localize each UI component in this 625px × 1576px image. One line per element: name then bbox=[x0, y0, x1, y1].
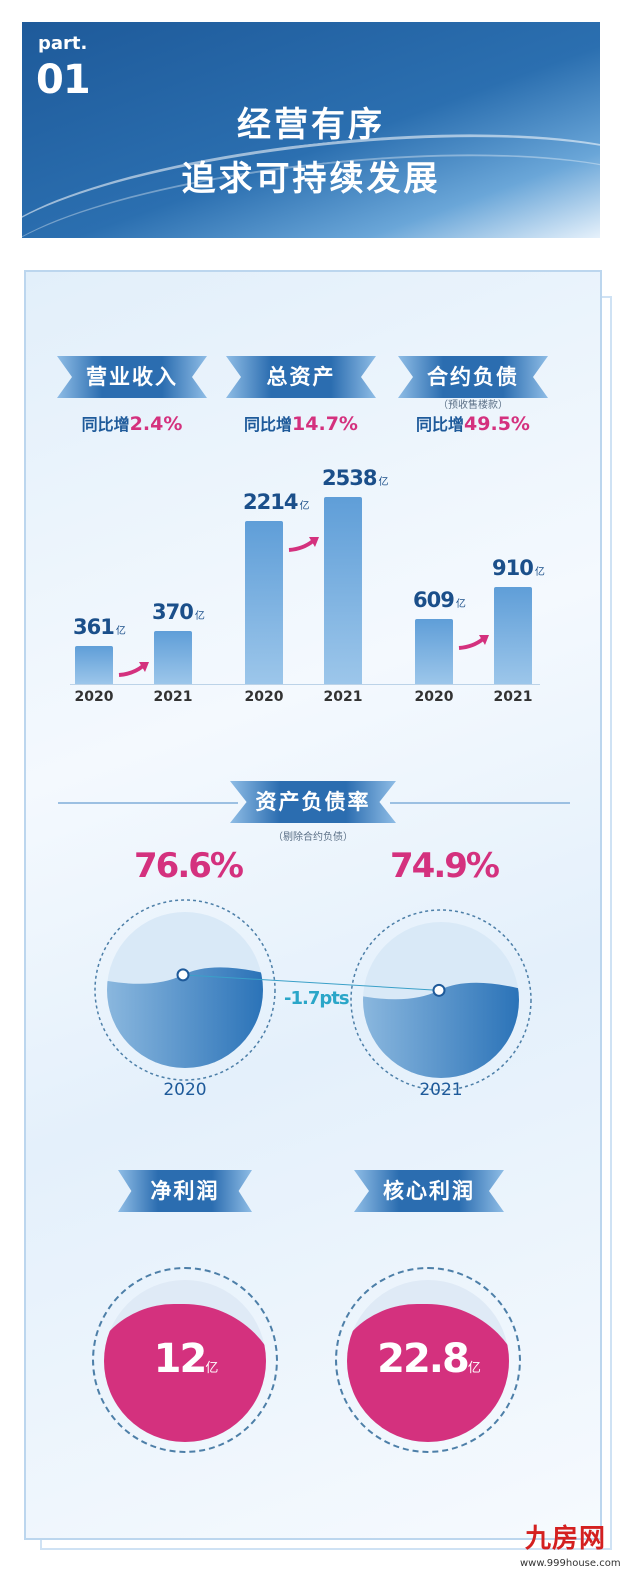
bar-2021 bbox=[494, 587, 532, 684]
bar-year-label: 2020 bbox=[74, 689, 114, 705]
watermark-url: www.999house.com bbox=[520, 1558, 621, 1569]
net-profit-ring bbox=[92, 1267, 278, 1453]
unit: 亿 bbox=[455, 599, 466, 611]
bar-2020 bbox=[75, 646, 113, 684]
bar-baseline bbox=[70, 684, 540, 685]
growth-arrow-icon bbox=[118, 662, 149, 678]
bar-value-label: 2538 亿 bbox=[322, 465, 388, 496]
unit: 亿 bbox=[205, 1361, 218, 1376]
divider-left bbox=[58, 802, 238, 804]
value: 910 bbox=[492, 556, 534, 580]
unit: 亿 bbox=[378, 477, 388, 488]
ratio-2021: 74.9% bbox=[390, 846, 500, 886]
bar-value-label: 609 亿 bbox=[413, 587, 466, 618]
value: 361 bbox=[73, 615, 115, 640]
bar-2021 bbox=[154, 631, 192, 684]
value: 2214 bbox=[243, 489, 298, 514]
part-label: part. bbox=[38, 33, 88, 54]
contract-note: （预收售楼款） bbox=[438, 400, 508, 411]
gauge-fill-2020 bbox=[107, 967, 263, 1068]
yoy-revenue: 同比增2.4% bbox=[47, 413, 217, 436]
divider-right bbox=[390, 802, 570, 804]
ratio-change: -1.7pts bbox=[284, 988, 350, 1009]
ribbon-contract-liabilities: 合约负债 bbox=[398, 356, 548, 398]
yoy-prefix: 同比增 bbox=[81, 415, 130, 434]
unit: 亿 bbox=[467, 1361, 481, 1376]
yoy-value: 2.4% bbox=[129, 413, 183, 435]
net-profit-value: 12亿 bbox=[105, 1336, 265, 1392]
net-profit-circle bbox=[104, 1280, 266, 1442]
watermark-logo: 九房网 bbox=[525, 1524, 607, 1554]
bar-value-label: 910 亿 bbox=[492, 555, 545, 586]
core-profit-circle bbox=[347, 1280, 509, 1442]
header-banner: part. 01 经营有序 追求可持续发展 bbox=[22, 22, 600, 238]
ribbon-total-assets: 总资产 bbox=[226, 356, 376, 398]
bar-value-label: 361 亿 bbox=[73, 614, 126, 645]
value: 2538 bbox=[322, 466, 377, 490]
ribbon-net-profit: 净利润 bbox=[118, 1170, 252, 1212]
gauge-fill-2021 bbox=[363, 982, 519, 1078]
bar-year-label: 2021 bbox=[493, 689, 533, 705]
bar-2021 bbox=[324, 497, 362, 684]
value: 370 bbox=[152, 600, 194, 624]
gauge-marker-0 bbox=[176, 968, 190, 982]
bar-year-label: 2021 bbox=[153, 689, 193, 705]
bar-year-label: 2021 bbox=[323, 689, 363, 705]
ribbon-revenue: 营业收入 bbox=[57, 356, 207, 398]
bar-year-label: 2020 bbox=[414, 689, 454, 705]
bar-year-label: 2020 bbox=[244, 689, 284, 705]
bar-value-label: 370 亿 bbox=[152, 599, 205, 630]
debt-ratio-note: （剔除合约负债） bbox=[273, 832, 353, 843]
yoy-prefix: 同比增 bbox=[244, 415, 293, 434]
unit: 亿 bbox=[534, 567, 545, 578]
ratio-2020: 76.6% bbox=[134, 846, 244, 886]
growth-arrow-icon bbox=[458, 635, 489, 651]
core-profit-value: 22.8亿 bbox=[348, 1336, 508, 1392]
title-line-1: 经营有序 bbox=[237, 105, 385, 145]
ribbon-core-profit: 核心利润 bbox=[354, 1170, 504, 1212]
yoy-contract: 同比增49.5% bbox=[388, 413, 558, 436]
value: 12 bbox=[153, 1336, 208, 1382]
unit: 亿 bbox=[115, 626, 126, 638]
value: 609 bbox=[413, 588, 455, 613]
gauge-year-2020: 2020 bbox=[163, 1080, 207, 1100]
change-line bbox=[182, 974, 440, 991]
yoy-prefix: 同比增 bbox=[416, 415, 465, 434]
gauge-year-2021: 2021 bbox=[419, 1080, 463, 1100]
part-number: 01 bbox=[36, 57, 91, 103]
bar-value-label: 2214 亿 bbox=[243, 489, 309, 520]
unit: 亿 bbox=[299, 500, 309, 512]
ribbon-debt-ratio: 资产负债率 bbox=[230, 781, 396, 823]
core-profit-ring bbox=[335, 1267, 521, 1453]
yoy-value: 49.5% bbox=[464, 413, 530, 435]
value: 22.8 bbox=[377, 1336, 470, 1382]
bar-2020 bbox=[245, 520, 283, 684]
growth-arrow-icon bbox=[288, 536, 319, 552]
unit: 亿 bbox=[194, 611, 205, 622]
title-line-2: 追求可持续发展 bbox=[181, 159, 441, 199]
gauge-marker-1 bbox=[432, 983, 446, 997]
yoy-value: 14.7% bbox=[292, 413, 358, 435]
yoy-assets: 同比增14.7% bbox=[216, 413, 386, 436]
gauge-ring-2021 bbox=[350, 909, 532, 1091]
gauge-ring-2020 bbox=[94, 899, 276, 1081]
bar-2020 bbox=[415, 619, 453, 684]
